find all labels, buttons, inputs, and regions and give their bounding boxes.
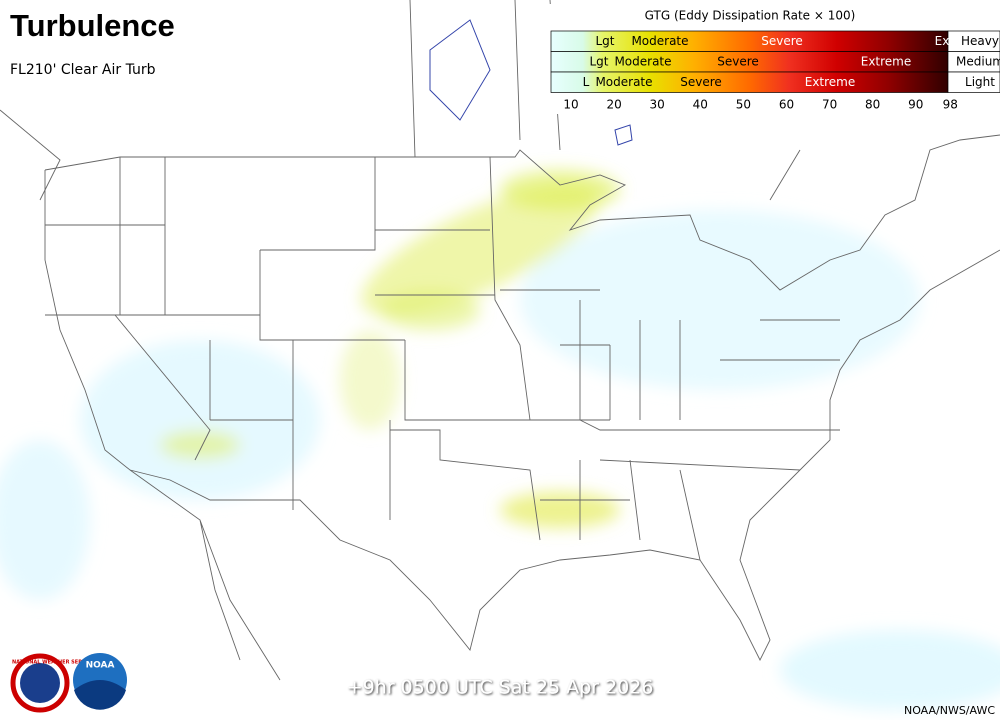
legend-tick-label: 10 [563, 98, 578, 112]
legend-row-box [947, 71, 1000, 93]
legend-label: Lgt [589, 54, 608, 68]
legend-tick-label: 50 [736, 98, 751, 112]
legend-label: L [583, 75, 590, 89]
legend: GTG (Eddy Dissipation Rate × 100) Heavy L… [548, 4, 1000, 114]
subtitle: FL210' Clear Air Turb [10, 62, 156, 78]
title: Turbulence [10, 8, 175, 43]
turbulence-field [0, 170, 1000, 710]
basemap [0, 0, 1000, 681]
legend-label: Moderate [595, 75, 652, 89]
legend-label: Severe [761, 34, 803, 48]
legend-label: Extreme [805, 75, 856, 89]
credit: NOAA/NWS/AWC [904, 704, 995, 717]
legend-tick-label: 30 [650, 98, 665, 112]
legend-tick-label: 98 [943, 98, 958, 112]
legend-row-name: Light [965, 75, 995, 89]
legend-row-name: Heavy [961, 34, 999, 48]
legend-label: Ex [935, 34, 950, 48]
legend-tick-label: 40 [693, 98, 708, 112]
legend-label: Lgt [595, 34, 614, 48]
noaa-logo-text: NOAA [86, 661, 115, 671]
legend-label: Severe [680, 75, 722, 89]
legend-label: Moderate [614, 54, 671, 68]
legend-tick-label: 80 [865, 98, 880, 112]
legend-tick-label: 90 [908, 98, 923, 112]
legend-label: Extreme [861, 54, 912, 68]
legend-title: GTG (Eddy Dissipation Rate × 100) [645, 9, 856, 23]
legend-tick-label: 20 [606, 98, 621, 112]
valid-time: +9hr 0500 UTC Sat 25 Apr 2026 [347, 677, 654, 699]
legend-label: Severe [717, 54, 759, 68]
legend-label: Moderate [631, 34, 688, 48]
nws-logo-text: NATIONAL WEATHER SERVICE [12, 660, 95, 666]
logos: NATIONAL WEATHER SERVICE NOAA [10, 653, 127, 713]
legend-tick-label: 60 [779, 98, 794, 112]
legend-row-name: Medium [956, 54, 1000, 68]
legend-tick-label: 70 [822, 98, 837, 112]
